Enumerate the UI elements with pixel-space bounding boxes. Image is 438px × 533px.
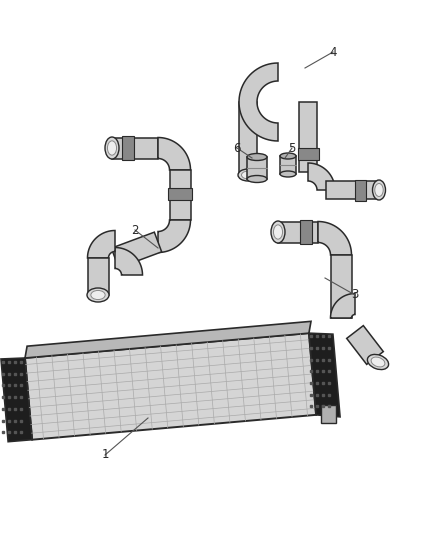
Text: 1: 1	[101, 448, 109, 462]
Polygon shape	[309, 333, 340, 417]
Polygon shape	[308, 163, 335, 190]
Ellipse shape	[91, 290, 105, 300]
Polygon shape	[297, 148, 318, 160]
Polygon shape	[25, 333, 316, 440]
Polygon shape	[318, 222, 352, 255]
Polygon shape	[278, 222, 318, 243]
Ellipse shape	[241, 171, 254, 179]
Polygon shape	[239, 102, 257, 175]
Ellipse shape	[238, 169, 258, 181]
Polygon shape	[25, 321, 311, 358]
Text: 2: 2	[131, 223, 139, 237]
Polygon shape	[326, 181, 378, 199]
Polygon shape	[247, 157, 267, 179]
Polygon shape	[331, 255, 352, 318]
Polygon shape	[88, 258, 109, 295]
Polygon shape	[331, 294, 355, 318]
Ellipse shape	[273, 225, 283, 239]
Ellipse shape	[371, 357, 385, 367]
Polygon shape	[239, 63, 278, 141]
Polygon shape	[1, 358, 32, 442]
Polygon shape	[170, 170, 191, 220]
Text: 5: 5	[288, 141, 296, 155]
Ellipse shape	[271, 221, 285, 243]
Polygon shape	[168, 188, 192, 200]
Text: 4: 4	[329, 45, 337, 59]
Polygon shape	[112, 138, 158, 158]
Polygon shape	[300, 220, 312, 244]
Polygon shape	[122, 136, 134, 160]
Ellipse shape	[367, 354, 389, 369]
Ellipse shape	[247, 154, 267, 160]
Ellipse shape	[375, 183, 383, 197]
Ellipse shape	[87, 288, 109, 302]
Ellipse shape	[372, 180, 385, 200]
Ellipse shape	[247, 175, 267, 182]
Polygon shape	[158, 220, 191, 253]
Ellipse shape	[280, 153, 296, 159]
Text: 6: 6	[233, 141, 241, 155]
Polygon shape	[115, 247, 142, 275]
Ellipse shape	[280, 171, 296, 177]
Polygon shape	[299, 102, 317, 172]
Ellipse shape	[105, 137, 119, 159]
Polygon shape	[355, 180, 366, 200]
Text: 3: 3	[351, 288, 359, 302]
Polygon shape	[321, 405, 336, 423]
Polygon shape	[158, 138, 191, 170]
Polygon shape	[88, 230, 115, 258]
Polygon shape	[347, 326, 383, 365]
Ellipse shape	[107, 141, 117, 155]
Polygon shape	[111, 232, 162, 268]
Polygon shape	[280, 156, 296, 174]
